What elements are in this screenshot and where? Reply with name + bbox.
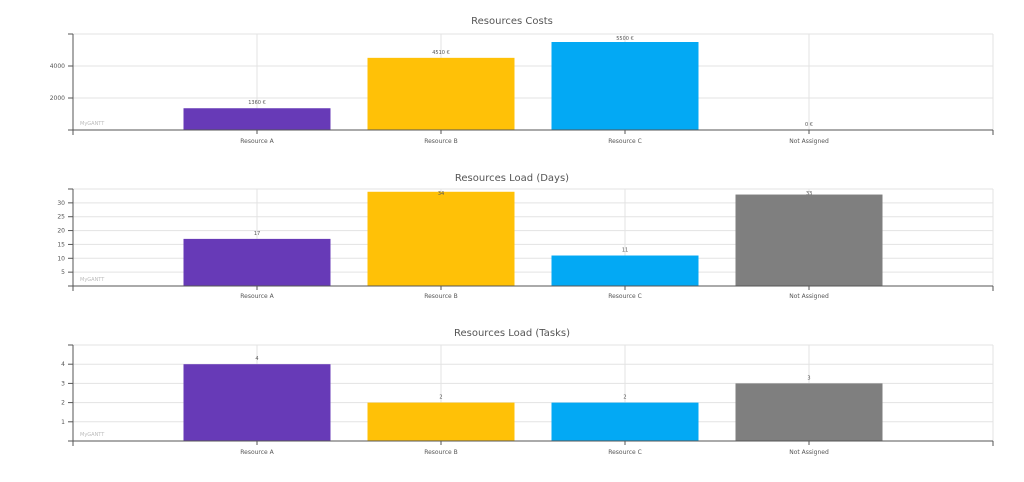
y-tick-label: 25 [57,214,65,221]
data-label: 1360 € [248,100,266,106]
y-tick-label: 2 [61,400,65,407]
data-label: 3 [807,375,810,381]
data-label: 0 € [805,122,813,128]
data-label: 33 [806,191,812,197]
y-tick-label: 10 [57,255,65,262]
y-tick-label: 20 [57,228,65,235]
bar [367,57,515,131]
y-tick-label: 15 [57,241,65,248]
data-label: 2 [623,395,626,401]
bar [551,255,699,286]
x-tick-label: Resource A [240,449,274,456]
watermark-text: MyGANTT [80,121,105,127]
x-tick-label: Resource B [424,138,458,145]
data-label: 4510 € [432,50,450,56]
bar [183,364,331,441]
y-tick-label: 5 [61,269,65,276]
x-tick-label: Resource A [240,138,274,145]
y-tick-label: 3 [61,380,65,387]
bar [735,383,883,441]
data-label: 11 [622,248,628,254]
bar [367,402,515,441]
data-label: 34 [438,191,444,197]
x-tick-label: Resource C [608,138,642,145]
data-label: 5500 € [616,36,634,42]
bar [183,238,331,286]
bar [551,42,699,130]
y-tick-label: 30 [57,200,65,207]
x-tick-label: Not Assigned [789,293,829,300]
watermark-text: MyGANTT [80,432,105,438]
x-tick-label: Resource C [608,449,642,456]
data-label: 2 [439,395,442,401]
x-tick-label: Resource B [424,293,458,300]
bar [551,402,699,441]
bar [367,191,515,286]
y-tick-label: 2000 [50,95,65,102]
x-tick-label: Resource B [424,449,458,456]
bar [183,108,331,130]
chart-title: Resources Costs [471,16,553,27]
x-tick-label: Not Assigned [789,138,829,145]
data-label: 4 [255,356,258,362]
watermark-text: MyGANTT [80,277,105,283]
y-tick-label: 4000 [50,63,65,70]
x-tick-label: Resource A [240,293,274,300]
y-tick-label: 4 [61,361,65,368]
x-tick-label: Not Assigned [789,449,829,456]
chart-title: Resources Load (Days) [455,173,569,184]
y-tick-label: 1 [61,419,65,426]
x-tick-label: Resource C [608,293,642,300]
chart-title: Resources Load (Tasks) [454,328,570,339]
data-label: 17 [254,231,260,237]
bar [735,194,883,286]
